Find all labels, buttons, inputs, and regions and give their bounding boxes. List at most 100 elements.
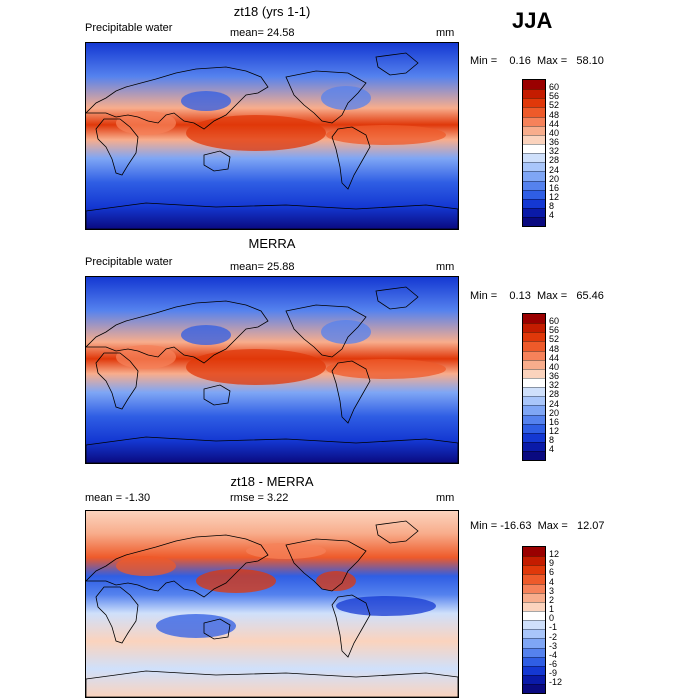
colorbar-swatch: [523, 217, 545, 227]
colorbar-swatch: [523, 368, 545, 378]
colorbar-tick-label: 4: [549, 576, 555, 587]
colorbar-swatch: [523, 143, 545, 154]
colorbar-swatch: [523, 350, 545, 360]
colorbar-tick-label: 24: [549, 398, 560, 409]
colorbar-swatch: [523, 656, 545, 666]
minmax-label: Min = 0.16 Max = 58.10: [470, 55, 604, 67]
variable-label: Precipitable water: [85, 22, 173, 34]
colorbar-tick-label: 52: [549, 100, 560, 111]
colorbar-tick-label: 52: [549, 334, 560, 345]
colorbar-tick-label: 20: [549, 173, 560, 184]
colorbar-tick-label: 60: [549, 82, 560, 93]
colorbar-tick-label: 4: [549, 210, 555, 221]
colorbar-tick-label: 40: [549, 361, 560, 372]
colorbar-tick-label: 36: [549, 371, 560, 382]
colorbar-swatch: [523, 629, 545, 639]
colorbar-tick-label: 48: [549, 109, 560, 120]
colorbar-tick-label: 16: [549, 182, 560, 193]
colorbar-tick-label: -3: [549, 640, 558, 651]
colorbar-swatch: [523, 332, 545, 342]
colorbar-tick-label: 12: [549, 191, 560, 202]
colorbar-tick-label: 9: [549, 558, 555, 569]
unit-label: mm: [436, 27, 455, 39]
colorbar-tick-label: -12: [549, 677, 563, 688]
colorbar-swatch: [523, 377, 545, 388]
colorbar: [522, 313, 546, 462]
colorbar-swatch: [523, 547, 545, 557]
colorbar-swatch: [523, 647, 545, 657]
colorbar-swatch: [523, 665, 545, 675]
colorbar-swatch: [523, 574, 545, 584]
variable-label: Precipitable water: [85, 256, 173, 268]
colorbar-swatch: [523, 98, 545, 108]
map-difference: [85, 510, 459, 698]
colorbar-swatch: [523, 387, 545, 397]
map-field: [86, 43, 458, 229]
colorbar-swatch: [523, 134, 545, 144]
colorbar-tick-label: 12: [549, 425, 560, 436]
colorbar-swatch: [523, 359, 545, 369]
minmax-label: Min = -16.63 Max = 12.07: [470, 520, 605, 532]
colorbar-swatch: [523, 189, 545, 199]
colorbar-tick-label: 28: [549, 389, 560, 400]
colorbar-tick-label: 8: [549, 435, 555, 446]
colorbar-swatch: [523, 610, 545, 621]
colorbar-swatch: [523, 125, 545, 135]
colorbar: [522, 79, 546, 228]
colorbar-swatch: [523, 314, 545, 324]
colorbar-swatch: [523, 116, 545, 126]
colorbar-tick-label: -2: [549, 631, 558, 642]
minmax-label: Min = 0.13 Max = 65.46: [470, 290, 604, 302]
colorbar-tick-label: 24: [549, 164, 560, 175]
colorbar-tick-label: 2: [549, 594, 555, 605]
colorbar-swatch: [523, 198, 545, 208]
colorbar-swatch: [523, 162, 545, 172]
colorbar-tick-label: 3: [549, 585, 555, 596]
colorbar-tick-label: 44: [549, 118, 560, 129]
unit-label: mm: [436, 492, 455, 504]
mean-label: mean= 24.58: [230, 27, 295, 39]
colorbar-swatch: [523, 171, 545, 181]
colorbar-swatch: [523, 556, 545, 566]
colorbar-tick-label: -4: [549, 649, 558, 660]
colorbar-tick-label: 16: [549, 416, 560, 427]
colorbar-swatch: [523, 180, 545, 190]
colorbar-swatch: [523, 414, 545, 424]
colorbar-tick-label: 32: [549, 146, 560, 157]
colorbar-swatch: [523, 674, 545, 685]
colorbar-tick-label: 56: [549, 325, 560, 336]
rmse-label: rmse = 3.22: [230, 492, 289, 504]
colorbar-swatch: [523, 441, 545, 452]
panel-title: MERRA: [248, 236, 296, 251]
colorbar-tick-label: 56: [549, 91, 560, 102]
panel-title: zt18 - MERRA: [230, 474, 314, 489]
unit-label: mm: [436, 261, 455, 273]
colorbar-swatch: [523, 323, 545, 333]
colorbar-swatch: [523, 432, 545, 442]
colorbar-tick-label: 20: [549, 407, 560, 418]
colorbar-swatch: [523, 207, 545, 218]
colorbar-tick-label: 60: [549, 316, 560, 327]
colorbar-tick-label: 32: [549, 380, 560, 391]
colorbar-swatch: [523, 565, 545, 575]
colorbar-swatch: [523, 405, 545, 415]
colorbar-swatch: [523, 153, 545, 163]
colorbar-tick-label: 48: [549, 343, 560, 354]
colorbar-tick-label: 44: [549, 352, 560, 363]
colorbar-swatch: [523, 620, 545, 630]
colorbar-swatch: [523, 80, 545, 90]
colorbar-swatch: [523, 89, 545, 99]
colorbar-tick-label: 8: [549, 201, 555, 212]
colorbar-tick-label: -1: [549, 622, 558, 633]
colorbar-swatch: [523, 451, 545, 461]
map-field: [86, 511, 458, 697]
colorbar-swatch: [523, 592, 545, 602]
colorbar-swatch: [523, 583, 545, 593]
season-label: JJA: [512, 8, 553, 33]
colorbar-tick-label: 6: [549, 567, 555, 578]
colorbar-swatch: [523, 684, 545, 694]
colorbar-swatch: [523, 601, 545, 611]
colorbar-swatch: [523, 423, 545, 433]
colorbar-tick-label: 36: [549, 137, 560, 148]
colorbar-tick-label: 4: [549, 444, 555, 455]
